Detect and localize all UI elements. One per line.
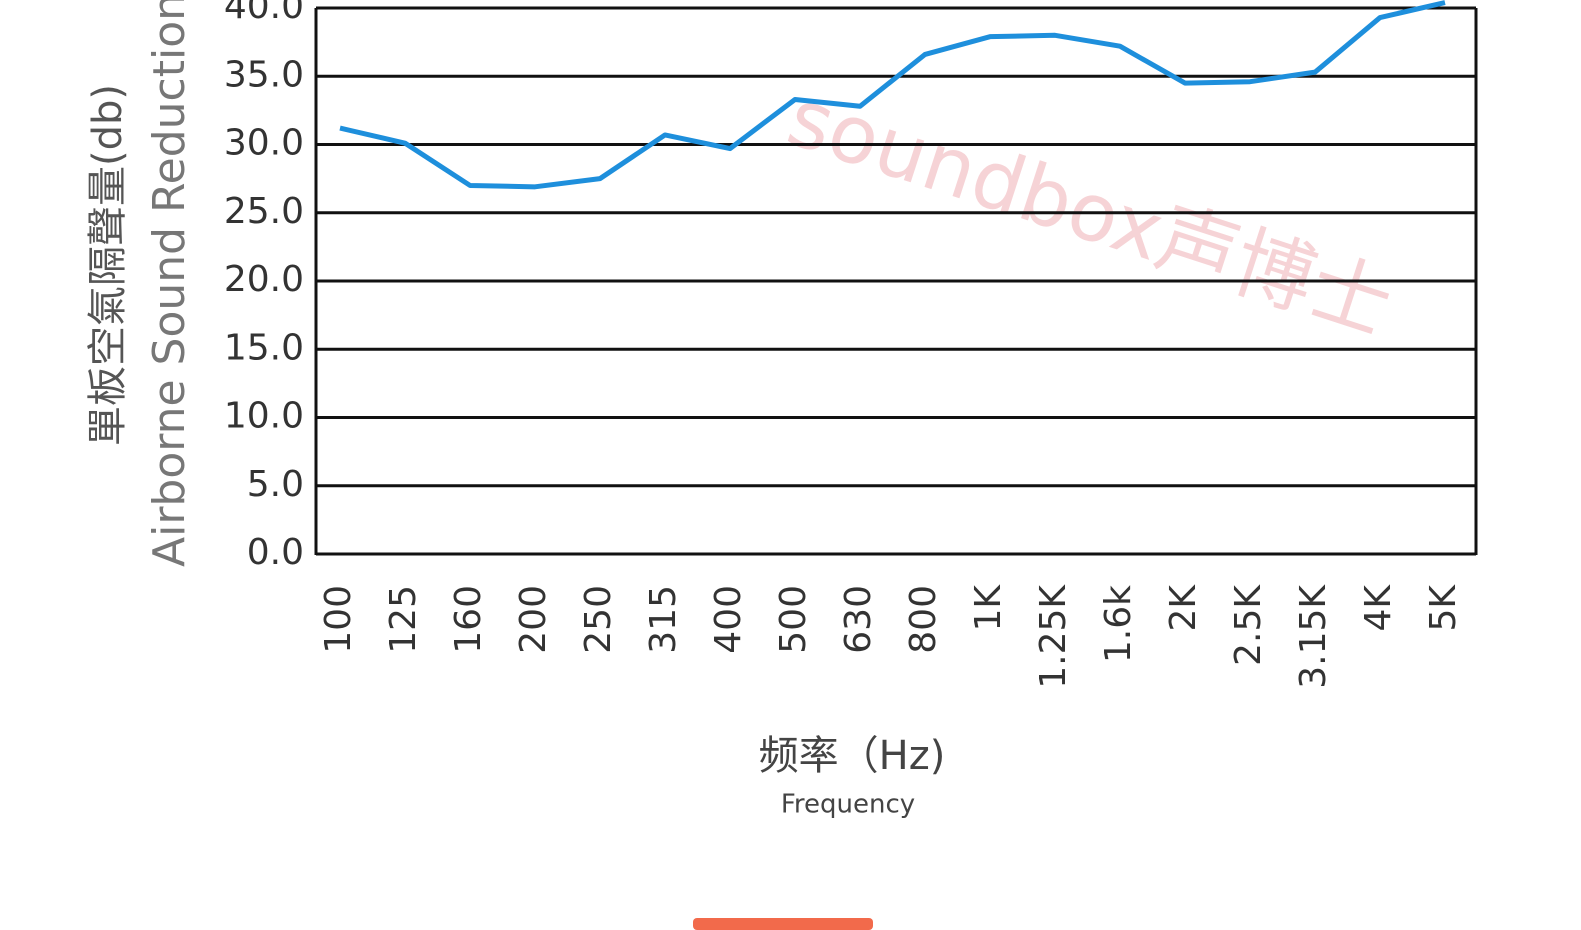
x-tick-label: 315: [643, 585, 684, 654]
y-tick-label: 25.0: [224, 191, 304, 232]
y-tick-label: 5.0: [247, 464, 304, 505]
x-tick-label: 630: [838, 585, 879, 654]
x-tick-label: 100: [318, 585, 359, 654]
x-tick-label: 2K: [1163, 584, 1204, 632]
x-axis-title-zh: 频率（Hz): [759, 733, 946, 779]
y-tick-label: 40.0: [224, 0, 304, 27]
x-tick-label: 1.25K: [1033, 584, 1074, 689]
y-axis-title-en: Airborne Sound Reduction In: [144, 0, 195, 567]
y-tick-label: 10.0: [224, 396, 304, 437]
y-tick-label: 0.0: [247, 532, 304, 573]
x-tick-label: 400: [708, 585, 749, 654]
y-axis-title-zh: 單板空氣隔聲量(db): [85, 84, 131, 446]
x-tick-label: 800: [903, 585, 944, 654]
x-tick-label: 2.5K: [1228, 584, 1269, 666]
x-tick-label: 160: [448, 585, 489, 654]
x-tick-label: 3.15K: [1293, 584, 1334, 689]
x-tick-label: 1.6k: [1098, 585, 1139, 663]
x-axis-title-en: Frequency: [781, 790, 915, 820]
button-top: [693, 918, 873, 930]
x-tick-label: 500: [773, 585, 814, 654]
x-tick-label: 125: [383, 585, 424, 654]
y-tick-label: 30.0: [224, 123, 304, 164]
y-tick-label: 20.0: [224, 259, 304, 300]
x-tick-label: 5K: [1423, 584, 1464, 632]
x-tick-label: 1K: [968, 584, 1009, 632]
x-tick-label: 200: [513, 585, 554, 654]
y-tick-label: 35.0: [224, 54, 304, 95]
y-tick-label: 15.0: [224, 327, 304, 368]
x-tick-label: 4K: [1358, 584, 1399, 632]
x-tick-label: 250: [578, 585, 619, 654]
data-line: [339, 0, 1446, 190]
